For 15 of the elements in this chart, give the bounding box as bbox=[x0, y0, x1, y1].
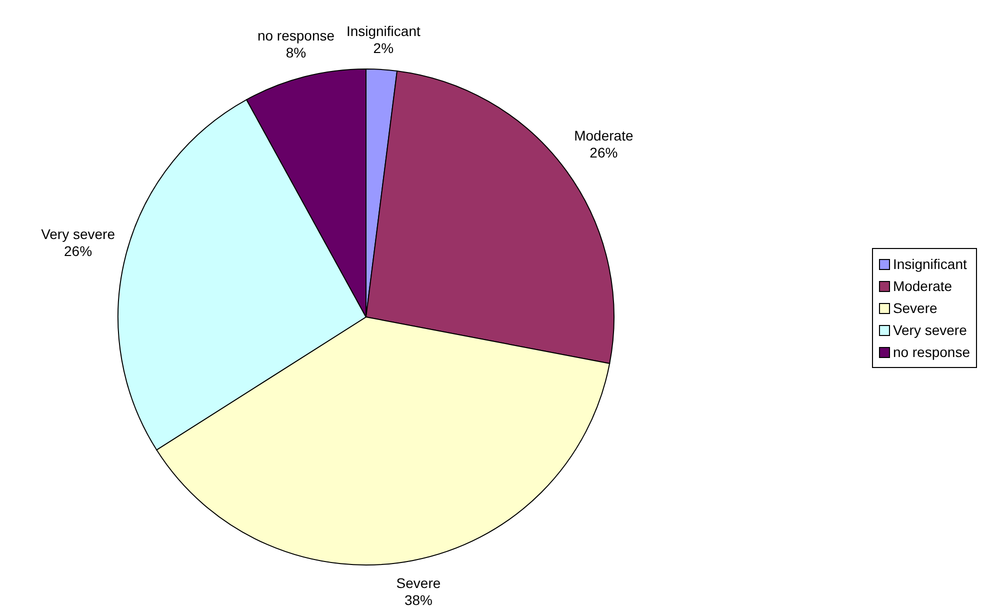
legend-label: Insignificant bbox=[892, 256, 967, 272]
legend-label: Severe bbox=[892, 300, 938, 316]
legend-label: no response bbox=[892, 344, 970, 360]
slice-label: Severe bbox=[396, 575, 441, 592]
slice-label: Insignificant bbox=[346, 23, 420, 40]
slice-label: Very severe bbox=[41, 226, 116, 242]
data-label: 26% bbox=[590, 144, 618, 160]
slice-label: Moderate bbox=[574, 127, 634, 144]
data-label: 26% bbox=[64, 243, 92, 260]
slice-label: no response bbox=[257, 27, 335, 44]
data-label: 2% bbox=[373, 40, 394, 56]
data-label: 8% bbox=[286, 44, 306, 60]
legend-label: Very severe bbox=[892, 322, 967, 338]
legend-label: Moderate bbox=[892, 278, 952, 294]
data-label: 38% bbox=[404, 592, 433, 608]
